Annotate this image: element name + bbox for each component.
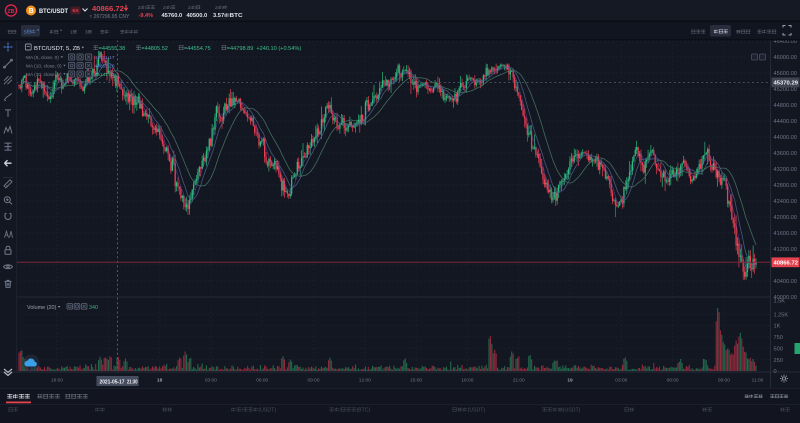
svg-text:18: 18 bbox=[157, 378, 163, 384]
svg-text:03:00: 03:00 bbox=[615, 378, 627, 384]
svg-text:1.25K: 1.25K bbox=[774, 312, 789, 318]
svg-text:=44805.52: =44805.52 bbox=[141, 46, 168, 52]
svg-text:MA (5, close, 0): MA (5, close, 0) bbox=[26, 55, 59, 60]
svg-text:=44555.38: =44555.38 bbox=[99, 46, 126, 52]
svg-text:+240.10 (+0.54%): +240.10 (+0.54%) bbox=[256, 46, 301, 52]
svg-text:19: 19 bbox=[567, 378, 573, 384]
svg-text:1: 1 bbox=[70, 30, 73, 35]
svg-text:750: 750 bbox=[774, 335, 783, 341]
svg-text:-9.4%: -9.4% bbox=[139, 13, 154, 19]
svg-text:0: 0 bbox=[774, 369, 777, 375]
svg-text:46400.00: 46400.00 bbox=[774, 40, 797, 45]
svg-text:40000.00: 40000.00 bbox=[774, 295, 797, 301]
svg-text:06:00: 06:00 bbox=[256, 378, 268, 384]
svg-text:41600.00: 41600.00 bbox=[774, 231, 797, 237]
svg-text:45200.00: 45200.00 bbox=[774, 87, 797, 93]
svg-text:/: / bbox=[241, 408, 243, 414]
svg-text:24h: 24h bbox=[163, 5, 171, 10]
svg-text:1.5K: 1.5K bbox=[774, 299, 786, 305]
svg-text:340: 340 bbox=[89, 305, 98, 311]
svg-text:(USDT): (USDT) bbox=[258, 408, 276, 414]
svg-text:03:00: 03:00 bbox=[205, 378, 217, 384]
svg-text:42000.00: 42000.00 bbox=[774, 215, 797, 221]
svg-text:45600.00: 45600.00 bbox=[774, 71, 797, 77]
svg-text:Volume (20): Volume (20) bbox=[27, 305, 57, 311]
svg-text:15:00: 15:00 bbox=[410, 378, 422, 384]
svg-text:1K: 1K bbox=[774, 324, 781, 330]
svg-text:5X: 5X bbox=[72, 8, 79, 14]
svg-text:500: 500 bbox=[774, 346, 783, 352]
svg-text:46000.00: 46000.00 bbox=[774, 55, 797, 61]
svg-text:09:00: 09:00 bbox=[307, 378, 319, 384]
svg-text:18:00: 18:00 bbox=[51, 378, 63, 384]
svg-text:B: B bbox=[29, 8, 34, 15]
svg-text:12:00: 12:00 bbox=[359, 378, 371, 384]
svg-text:24h: 24h bbox=[138, 5, 146, 10]
svg-text:41200.00: 41200.00 bbox=[774, 247, 797, 253]
svg-text:42800.00: 42800.00 bbox=[774, 183, 797, 189]
svg-text:3.57: 3.57 bbox=[213, 13, 224, 19]
svg-text:44000.00: 44000.00 bbox=[774, 135, 797, 141]
svg-text:21:00: 21:00 bbox=[513, 378, 525, 384]
svg-text:(USDT): (USDT) bbox=[563, 408, 581, 414]
svg-text:(USDT): (USDT) bbox=[468, 408, 486, 414]
svg-text:40866.72: 40866.72 bbox=[774, 261, 799, 267]
svg-text:2021-05-17: 2021-05-17 bbox=[100, 379, 125, 385]
svg-text:3: 3 bbox=[85, 30, 88, 35]
svg-text:21:30: 21:30 bbox=[127, 379, 138, 385]
svg-text:44400.00: 44400.00 bbox=[774, 119, 797, 125]
svg-text:MA (10, close, 0): MA (10, close, 0) bbox=[26, 64, 62, 69]
svg-text:BTC: BTC bbox=[230, 13, 243, 19]
svg-text:45760.0: 45760.0 bbox=[162, 13, 183, 19]
svg-text:44800.00: 44800.00 bbox=[774, 103, 797, 109]
svg-text:43200.00: 43200.00 bbox=[774, 167, 797, 173]
svg-text:43600.00: 43600.00 bbox=[774, 151, 797, 157]
svg-text:(BTC): (BTC) bbox=[356, 408, 370, 414]
svg-text:250: 250 bbox=[774, 358, 783, 364]
svg-text:24h: 24h bbox=[215, 5, 223, 10]
svg-text:44721.17: 44721.17 bbox=[95, 55, 115, 61]
svg-text:40866.72: 40866.72 bbox=[92, 4, 124, 13]
svg-text:18:00: 18:00 bbox=[461, 378, 473, 384]
svg-text:BTC/USDT: BTC/USDT bbox=[39, 8, 69, 15]
svg-text:45370.29: 45370.29 bbox=[774, 81, 799, 87]
svg-text:45141.03: 45141.03 bbox=[95, 72, 115, 78]
svg-text:06:00: 06:00 bbox=[667, 378, 679, 384]
svg-text:40400.00: 40400.00 bbox=[774, 279, 797, 285]
svg-text:44853.16: 44853.16 bbox=[95, 64, 115, 70]
svg-text:ZB: ZB bbox=[7, 9, 14, 15]
svg-text:5: 5 bbox=[24, 29, 27, 34]
svg-text:40500.0: 40500.0 bbox=[187, 13, 208, 19]
svg-text:11:00: 11:00 bbox=[752, 378, 764, 384]
svg-text:=44554.75: =44554.75 bbox=[184, 46, 211, 52]
svg-text:≈ 267296.95 CNY: ≈ 267296.95 CNY bbox=[90, 14, 131, 20]
svg-text:24h: 24h bbox=[188, 5, 196, 10]
svg-text:42400.00: 42400.00 bbox=[774, 199, 797, 205]
svg-text:=44798.89: =44798.89 bbox=[227, 46, 254, 52]
svg-text:BTC/USDT, 5, ZB: BTC/USDT, 5, ZB bbox=[34, 46, 80, 52]
svg-text:09:00: 09:00 bbox=[718, 378, 730, 384]
svg-text:MA (30, close, 0): MA (30, close, 0) bbox=[26, 72, 62, 77]
svg-text:/: / bbox=[339, 408, 341, 414]
